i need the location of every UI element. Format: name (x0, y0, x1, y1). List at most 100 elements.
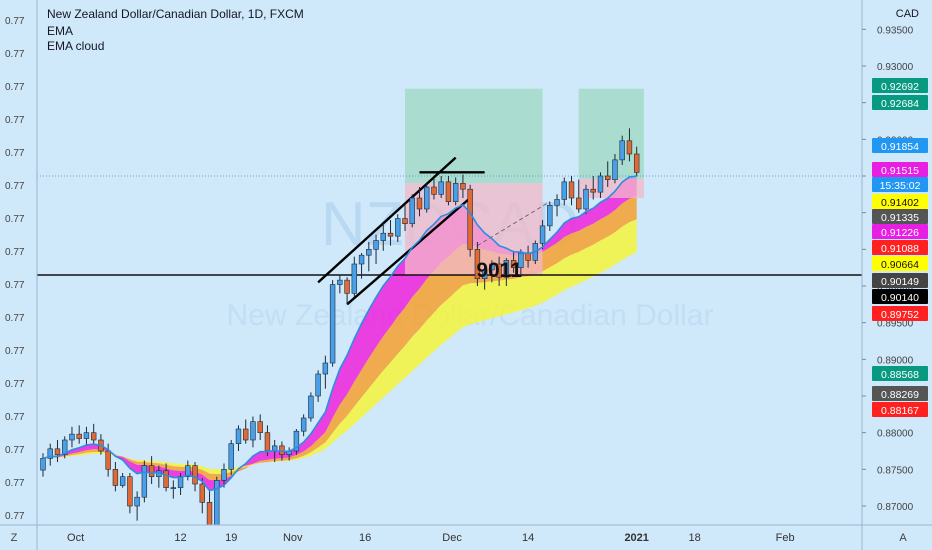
candle (293, 429, 300, 455)
candle-body (452, 183, 459, 202)
price-label-text: 0.88269 (881, 389, 919, 401)
price-label-badge (872, 78, 928, 93)
candle (300, 414, 307, 437)
candle-body (264, 432, 271, 452)
price-label-badge (872, 177, 928, 192)
candle (62, 436, 68, 459)
candle (250, 416, 256, 448)
left-axis-tick-label: 0.77 (5, 82, 25, 93)
left-axis-tick-label: 0.77 (5, 148, 25, 159)
price-tick-label: 0.89000 (877, 355, 914, 366)
candle (134, 491, 140, 521)
trendline-upper (317, 156, 457, 284)
candle-body (62, 439, 68, 455)
candle-body (474, 249, 481, 279)
candle-body (40, 458, 46, 471)
price-label-text: 0.88568 (881, 369, 919, 381)
candle-body (177, 476, 184, 488)
candle (221, 463, 227, 488)
price-label-text: 0.91226 (881, 227, 919, 239)
candle-body (496, 263, 502, 278)
price-label-text: 0.90664 (881, 259, 919, 271)
candle-body (481, 269, 488, 279)
candle (431, 177, 437, 200)
date-tick-label: Feb (776, 532, 795, 544)
candle (366, 242, 372, 272)
candle (467, 184, 473, 257)
candle-body (214, 480, 220, 525)
left-axis-tick-label: 0.77 (5, 478, 25, 489)
candle (337, 275, 343, 294)
candle (547, 201, 553, 231)
date-tick-label: 12 (174, 532, 186, 544)
left-axis-tick-label: 0.77 (5, 214, 25, 225)
candle (163, 463, 169, 492)
candle (148, 456, 155, 484)
candle-body (279, 445, 285, 455)
candle-body (431, 186, 437, 195)
candle-body (47, 448, 53, 459)
candle-body (605, 175, 611, 180)
candle (489, 260, 495, 283)
date-tick-label: Nov (283, 532, 303, 544)
candle-body (69, 433, 75, 441)
price-label-badge (872, 240, 928, 255)
left-axis-tick-label: 0.77 (5, 346, 25, 357)
candle (185, 460, 191, 481)
left-axis-tick-label: 0.77 (5, 49, 25, 60)
candle (206, 491, 213, 525)
candle (460, 174, 466, 198)
candle-body (127, 476, 133, 507)
candle (199, 478, 205, 514)
candle-body (322, 362, 329, 375)
candle-body (163, 470, 169, 488)
price-label-badge (872, 138, 928, 153)
candle-body (626, 140, 633, 155)
candle (474, 242, 481, 286)
candle (243, 419, 249, 444)
indicator-ema-label[interactable]: EMA (47, 24, 74, 38)
candle (40, 453, 46, 477)
left-axis-tick-label: 0.77 (5, 511, 25, 522)
candle-body (489, 263, 495, 271)
candle-body (329, 284, 336, 364)
candle-body (424, 186, 430, 210)
candle-body (76, 433, 82, 439)
candle-body (416, 197, 423, 210)
candle-body (576, 197, 582, 210)
candle-body (612, 159, 618, 180)
candle-body (373, 240, 379, 250)
left-axis-tick-label: 0.77 (5, 445, 25, 456)
candle-body (199, 483, 205, 503)
indicator-ema-cloud-label[interactable]: EMA cloud (47, 39, 105, 53)
candle-body (243, 428, 249, 441)
candle-body (597, 175, 604, 193)
candle (605, 161, 611, 187)
candle-body (445, 181, 452, 202)
price-label-text: 0.90140 (881, 292, 919, 304)
candle (315, 370, 321, 402)
candle (583, 184, 589, 215)
price-tick-label: 0.93000 (877, 62, 914, 73)
candle-body (228, 443, 234, 470)
date-tick-label: Dec (442, 532, 462, 544)
target-zone-2 (578, 88, 644, 179)
candle (358, 253, 365, 279)
stop-zone-2 (578, 178, 644, 198)
candle-body (503, 260, 510, 278)
candle (409, 194, 415, 228)
candle (568, 176, 575, 206)
candle (633, 146, 640, 176)
price-label-text: 0.92692 (881, 81, 919, 93)
price-label-text: 0.91088 (881, 243, 919, 255)
chart-title: New Zealand Dollar/Canadian Dollar, 1D, … (47, 7, 304, 21)
candle-body (395, 218, 401, 237)
price-label-text: 0.91515 (881, 165, 919, 177)
candle-body (510, 260, 517, 268)
candle-body (402, 218, 408, 224)
candle-body (518, 252, 524, 268)
candle-body (561, 181, 567, 200)
candle (76, 425, 82, 444)
